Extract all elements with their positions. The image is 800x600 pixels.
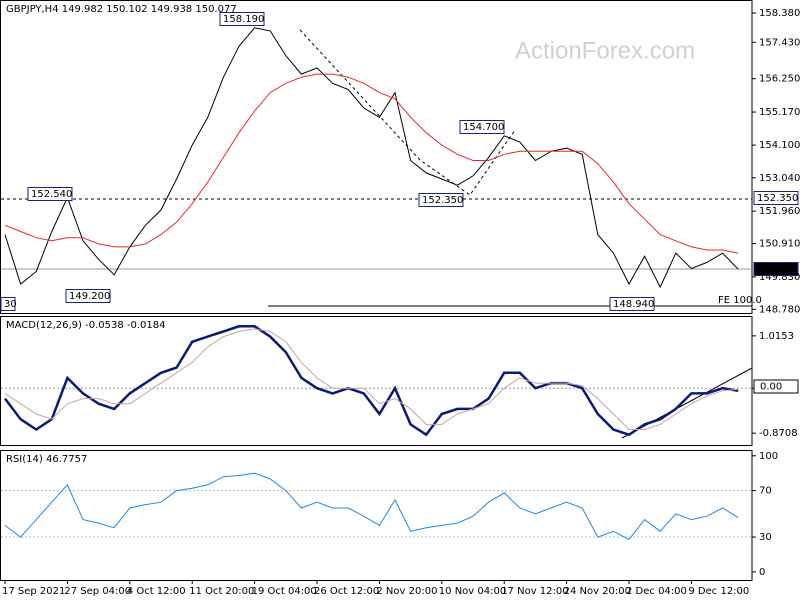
y-tick-label: 1.0153 bbox=[759, 331, 794, 342]
price-label-box bbox=[459, 120, 505, 134]
series-line bbox=[4, 328, 739, 430]
x-tick-label: 17 Nov 12:00 bbox=[501, 586, 568, 597]
panel-frame bbox=[0, 316, 753, 446]
panel-frame bbox=[0, 450, 753, 581]
y-tick-label: 154.100 bbox=[759, 140, 800, 151]
x-tick-label: 24 Nov 20:00 bbox=[564, 586, 631, 597]
y-tick-label: 30 bbox=[759, 532, 772, 543]
series-line bbox=[4, 73, 739, 254]
price-label-box bbox=[65, 289, 111, 303]
panel-frame bbox=[0, 0, 753, 314]
y-tick-label: 155.170 bbox=[759, 107, 800, 118]
price-label: 154.700 bbox=[463, 122, 504, 133]
series-line bbox=[4, 472, 739, 541]
y-tick-label: 157.430 bbox=[759, 37, 800, 48]
x-tick-label: 19 Oct 04:00 bbox=[252, 586, 317, 597]
price-label-box bbox=[219, 12, 265, 26]
x-tick-label: 4 Oct 12:00 bbox=[127, 586, 186, 597]
price-label: 158.190 bbox=[223, 14, 264, 25]
y-tick-label: 151.960 bbox=[759, 206, 800, 217]
price-label: 148.940 bbox=[613, 299, 654, 310]
price-label: 149.200 bbox=[69, 291, 110, 302]
y-tick-label: 150.910 bbox=[759, 239, 800, 250]
x-tick-label: 26 Oct 12:00 bbox=[314, 586, 379, 597]
panel-title: RSI(14) 46.7757 bbox=[6, 454, 87, 465]
y-tick-label: 0 bbox=[759, 567, 765, 578]
y-tick-label: 149.830 bbox=[759, 272, 800, 283]
y-tick-label: -0.8708 bbox=[759, 428, 798, 439]
y-tick-label: 70 bbox=[759, 486, 772, 497]
fib-line bbox=[299, 29, 516, 196]
price-label: 152.350 bbox=[422, 195, 463, 206]
y-tick-label: 158.380 bbox=[759, 8, 800, 19]
panel-title: MACD(12,26,9) -0.0538 -0.0184 bbox=[6, 320, 166, 331]
series-line bbox=[4, 325, 739, 437]
price-label-box bbox=[753, 191, 799, 205]
x-tick-label: 2 Nov 20:00 bbox=[376, 586, 437, 597]
watermark: ActionForex.com bbox=[515, 37, 695, 64]
y-tick-label: 100 bbox=[759, 451, 778, 462]
price-label-box bbox=[418, 193, 464, 207]
x-tick-label: 10 Nov 04:00 bbox=[439, 586, 506, 597]
y-tick-label: 153.040 bbox=[759, 173, 800, 184]
price-label: 30 bbox=[4, 299, 17, 310]
price-label: FE 100.0 bbox=[718, 295, 762, 306]
price-label-box bbox=[27, 187, 73, 201]
value-box bbox=[753, 379, 799, 394]
x-tick-label: 27 Sep 04:00 bbox=[64, 586, 131, 597]
x-tick-label: 11 Oct 20:00 bbox=[189, 586, 254, 597]
price-label-box bbox=[0, 297, 16, 311]
x-tick-label: 2 Dec 04:00 bbox=[626, 586, 687, 597]
series-line bbox=[4, 27, 739, 289]
x-tick-label: 9 Dec 12:00 bbox=[688, 586, 749, 597]
panel-title: GBPJPY,H4 149.982 150.102 149.938 150.07… bbox=[6, 4, 237, 15]
price-label: 150.077 bbox=[757, 264, 798, 275]
value-label: 0.00 bbox=[760, 382, 782, 393]
y-tick-label: 156.250 bbox=[759, 74, 800, 85]
price-label-box bbox=[609, 297, 655, 311]
price-label: 152.540 bbox=[31, 189, 72, 200]
price-label-box bbox=[753, 262, 799, 276]
x-tick-label: 17 Sep 2021 bbox=[2, 586, 65, 597]
price-label: 152.350 bbox=[757, 193, 798, 204]
y-tick-label: 148.780 bbox=[759, 304, 800, 315]
